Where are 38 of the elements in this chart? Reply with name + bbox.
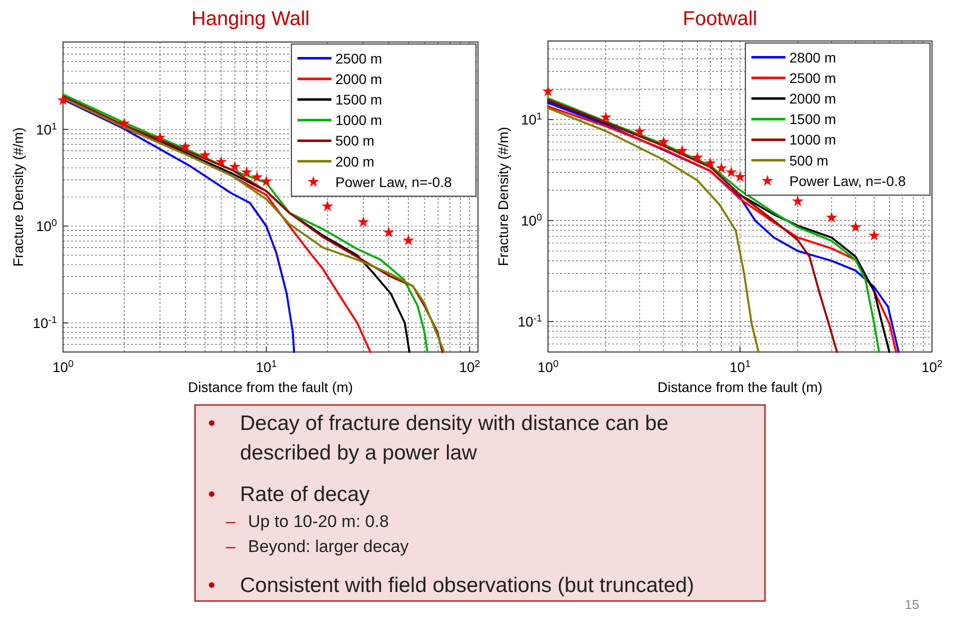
legend-label: 2800 m: [789, 49, 836, 66]
legend-label: 1500 m: [789, 111, 836, 128]
y-tick-label: 10$^{1}$: [520, 111, 542, 128]
legend-label: 200 m: [335, 153, 374, 170]
text: • Consistent with field observations (but truncated): [208, 574, 694, 597]
legend-label: 2500 m: [789, 70, 836, 86]
y-axis-title: Fracture Density (#/m): [10, 127, 26, 267]
text: • Decay of fracture density with distance can be described by a power law: [208, 412, 668, 464]
legend-label: 1500 m: [335, 92, 382, 108]
y-tick-label: 10$^{-1}$: [32, 314, 57, 331]
x-tick-label: 10$^{2}$: [459, 358, 480, 375]
legend-label: 500 m: [335, 132, 374, 149]
legend-label: 500 m: [789, 152, 828, 168]
x-tick-label: 10$^{2}$: [921, 358, 943, 375]
x-axis-title: Distance from the fault (m): [188, 379, 353, 395]
chart-title: Footwall: [682, 8, 758, 30]
text: – Up to 10-20 m: 0.8: [226, 512, 389, 531]
legend-label: 2000 m: [789, 90, 836, 106]
chart-title: Hanging Wall: [191, 8, 310, 30]
y-tick-label: 10$^{1}$: [36, 120, 57, 138]
legend-label: 1000 m: [335, 112, 382, 128]
y-tick-label: 10$^{0}$: [36, 218, 58, 234]
x-tick-label: 10$^{0}$: [52, 358, 74, 375]
legend-label: 2000 m: [335, 70, 382, 87]
legend-label: 1000 m: [789, 132, 836, 148]
y-tick-label: 10$^{0}$: [520, 212, 543, 229]
legend-label: Power Law, n=-0.8: [789, 172, 906, 189]
x-tick-label: 10$^{1}$: [729, 358, 751, 375]
x-tick-label: 10$^{0}$: [537, 358, 560, 375]
legend-label: Power Law, n=-0.8: [335, 174, 452, 190]
text: • Rate of decay: [208, 483, 370, 506]
text: 15: [904, 597, 920, 612]
x-axis-title: Distance from the fault (m): [658, 379, 822, 395]
y-axis-title: Fracture Density (#/m): [495, 126, 511, 266]
x-tick-label: 10$^{1}$: [256, 358, 277, 375]
legend-label: 2500 m: [335, 50, 382, 66]
text: – Beyond: larger decay: [226, 537, 410, 556]
y-tick-label: 10$^{-1}$: [518, 313, 542, 330]
